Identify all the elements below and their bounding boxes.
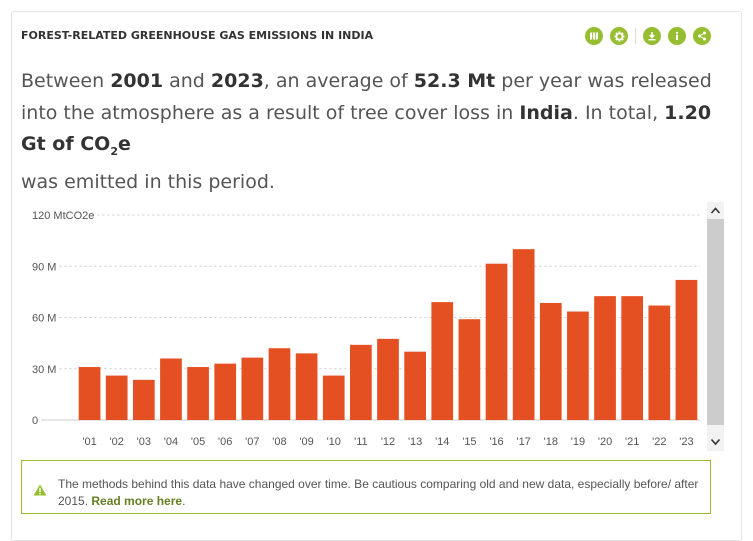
bar-15[interactable] <box>458 319 481 420</box>
bar-11[interactable] <box>350 344 372 420</box>
bar-21[interactable] <box>621 296 644 420</box>
emissions-bar-chart: 120 MtCO2e 90 M 60 M 30 M 0 '01 '02 '03 '04 '05 '… <box>32 202 724 451</box>
bar-06[interactable] <box>214 363 237 420</box>
x-tick-label: '14 <box>435 436 449 448</box>
bar-20[interactable] <box>594 296 616 420</box>
download-icon[interactable] <box>643 27 661 45</box>
share-icon[interactable] <box>693 27 711 45</box>
x-tick-label: '22 <box>652 436 666 448</box>
bar-09[interactable] <box>295 353 318 420</box>
y-tick-label: 0 <box>32 415 38 427</box>
widget-title: FOREST-RELATED GREENHOUSE GAS EMISSIONS … <box>21 29 374 42</box>
country-name: India <box>519 101 573 124</box>
scroll-down-icon[interactable] <box>710 438 721 446</box>
map-icon[interactable] <box>585 27 603 45</box>
toolbar-divider <box>635 28 636 44</box>
bar-10[interactable] <box>322 375 345 420</box>
total-value: 1.20 Gt of CO2e <box>21 101 712 158</box>
scroll-up-icon[interactable] <box>710 207 721 214</box>
y-tick-label: 90 M <box>32 261 56 273</box>
x-tick-label: '19 <box>571 436 585 448</box>
x-tick-label: '11 <box>354 436 368 448</box>
bar-05[interactable] <box>187 367 209 420</box>
x-tick-label: '08 <box>272 436 286 448</box>
settings-icon[interactable] <box>610 27 628 45</box>
bar-08[interactable] <box>268 348 291 420</box>
start-year: 2001 <box>110 70 164 92</box>
bar-23[interactable] <box>675 279 698 420</box>
y-tick-label: 30 M <box>32 364 56 376</box>
chart-scrollbar[interactable] <box>707 202 724 451</box>
x-tick-label: '05 <box>191 436 205 448</box>
x-tick-label: '04 <box>164 436 178 448</box>
x-tick-label: '15 <box>462 436 476 448</box>
bar-22[interactable] <box>648 305 671 420</box>
x-tick-label: '13 <box>408 436 422 448</box>
x-tick-label: '21 <box>625 436 639 448</box>
bar-02[interactable] <box>105 375 128 420</box>
x-tick-label: '12 <box>381 436 395 448</box>
bar-13[interactable] <box>404 351 426 420</box>
x-tick-label: '10 <box>327 436 341 448</box>
x-tick-label: '06 <box>218 436 232 448</box>
bar-14[interactable] <box>431 302 454 420</box>
data-warning: The methods behind this data have change… <box>21 460 711 514</box>
read-more-link[interactable]: Read more here <box>91 494 183 508</box>
end-year: 2023 <box>210 70 264 92</box>
widget-card <box>11 11 742 541</box>
bar-17[interactable] <box>512 249 535 420</box>
bar-19[interactable] <box>567 311 589 420</box>
bar-01[interactable] <box>78 367 101 420</box>
x-tick-label: '02 <box>110 436 124 448</box>
info-icon[interactable] <box>668 27 686 45</box>
warning-text: The methods behind this data have change… <box>58 477 699 508</box>
x-tick-label: '09 <box>299 436 313 448</box>
x-tick-label: '18 <box>544 436 558 448</box>
x-tick-label: '23 <box>679 436 693 448</box>
scrollbar-thumb[interactable] <box>707 219 724 425</box>
x-tick-label: '01 <box>82 436 96 448</box>
bar-18[interactable] <box>539 302 562 420</box>
summary-sentence: Between 2001 and 2023, an average of 52.… <box>21 70 712 194</box>
x-tick-label: '17 <box>516 436 530 448</box>
x-tick-label: '16 <box>489 436 503 448</box>
bar-07[interactable] <box>241 357 264 420</box>
average-value: 52.3 Mt <box>413 70 496 92</box>
bar-12[interactable] <box>377 338 399 420</box>
bar-03[interactable] <box>132 379 155 420</box>
bar-04[interactable] <box>160 358 182 421</box>
x-tick-label: '07 <box>245 436 259 448</box>
bar-16[interactable] <box>485 263 508 420</box>
x-tick-label: '03 <box>137 436 151 448</box>
y-tick-label: 60 M <box>32 313 56 325</box>
y-tick-label: 120 MtCO2e <box>32 210 94 222</box>
widget-toolbar <box>585 26 718 46</box>
x-tick-label: '20 <box>598 436 612 448</box>
warning-icon <box>33 484 47 496</box>
